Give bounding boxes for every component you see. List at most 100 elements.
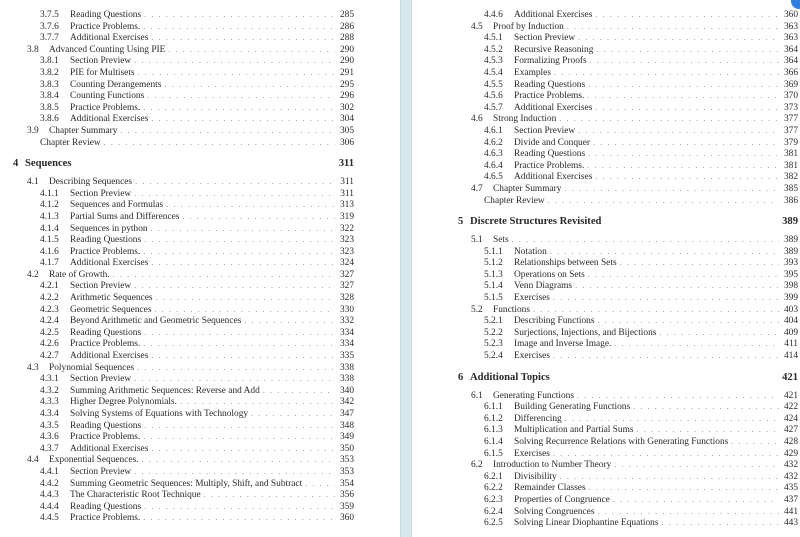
entry-title[interactable]: Practice Problems. xyxy=(514,160,585,171)
entry-page-number[interactable]: 428 xyxy=(783,437,798,447)
toc-entry[interactable]: 4.2.4 Beyond Arithmetic and Geometric Seq… xyxy=(0,315,354,327)
entry-page-number[interactable]: 340 xyxy=(339,385,354,396)
toc-entry[interactable]: 4.1.1 Section Preview 311 xyxy=(0,188,354,200)
toc-section[interactable]: 4.7 Chapter Summary 385 xyxy=(412,183,798,195)
entry-page-number[interactable]: 291 xyxy=(339,67,354,78)
toc-entry[interactable]: 4.5.3 Formalizing Proofs 364 xyxy=(412,55,798,67)
entry-page-number[interactable]: 306 xyxy=(339,137,354,148)
entry-title[interactable]: Section Preview xyxy=(70,56,132,67)
entry-page-number[interactable]: 389 xyxy=(782,216,798,228)
toc-entry[interactable]: 6.1.2 Differencing 424 xyxy=(412,413,798,425)
entry-page-number[interactable]: 421 xyxy=(783,390,798,401)
toc-entry[interactable]: 4.6.4 Practice Problems. 381 xyxy=(412,160,798,172)
entry-page-number[interactable]: 330 xyxy=(339,304,354,315)
toc-section[interactable]: 5.2 Functions 403 xyxy=(412,304,798,316)
toc-entry[interactable]: 4.2.3 Geometric Sequences 330 xyxy=(0,304,354,316)
toc-entry[interactable]: 4.5.4 Examples 366 xyxy=(412,67,798,79)
entry-page-number[interactable]: 432 xyxy=(783,460,798,471)
entry-page-number[interactable]: 350 xyxy=(339,443,354,454)
entry-page-number[interactable]: 360 xyxy=(783,10,798,20)
entry-title[interactable]: Recursive Reasoning xyxy=(514,44,594,55)
entry-page-number[interactable]: 338 xyxy=(339,374,354,385)
entry-page-number[interactable]: 393 xyxy=(783,258,798,269)
entry-title[interactable]: Chapter Review xyxy=(484,195,545,206)
entry-title[interactable]: Chapter Summary xyxy=(493,183,562,194)
entry-title[interactable]: Building Generating Functions xyxy=(514,402,631,413)
entry-title[interactable]: Polynomial Sequences xyxy=(49,362,135,373)
entry-page-number[interactable]: 389 xyxy=(783,246,798,257)
toc-entry[interactable]: 4.3.1 Section Preview 338 xyxy=(0,373,354,385)
entry-page-number[interactable]: 304 xyxy=(339,114,354,125)
entry-title[interactable]: Reading Questions xyxy=(70,235,142,246)
toc-entry[interactable]: 4.1.6 Practice Problems. 323 xyxy=(0,246,354,258)
entry-title[interactable]: Practice Problems. xyxy=(514,91,585,102)
toc-entry[interactable]: 4.6.5 Additional Exercises 382 xyxy=(412,171,798,183)
entry-title[interactable]: Sequences in python xyxy=(70,223,148,234)
entry-title[interactable]: Sets xyxy=(493,235,509,246)
toc-entry[interactable]: 3.8.4 Counting Functions 296 xyxy=(0,90,354,102)
entry-page-number[interactable]: 323 xyxy=(339,246,354,257)
entry-page-number[interactable]: 379 xyxy=(783,137,798,148)
entry-page-number[interactable]: 360 xyxy=(339,513,354,524)
toc-entry[interactable]: 4.4.6 Additional Exercises 360 xyxy=(412,9,798,21)
entry-page-number[interactable]: 364 xyxy=(783,44,798,55)
entry-title[interactable]: Section Preview xyxy=(70,374,132,385)
entry-page-number[interactable]: 311 xyxy=(338,158,354,170)
toc-entry[interactable]: 6.2.2 Remainder Classes 435 xyxy=(412,482,798,494)
entry-title[interactable]: Surjections, Injections, and Bijections xyxy=(514,327,657,338)
entry-title[interactable]: Additional Exercises xyxy=(70,33,149,44)
entry-title[interactable]: Formalizing Proofs xyxy=(514,56,587,67)
entry-page-number[interactable]: 302 xyxy=(339,102,354,113)
entry-page-number[interactable]: 328 xyxy=(339,293,354,304)
toc-entry[interactable]: 5.1.4 Venn Diagrams 398 xyxy=(412,280,798,292)
toc-section[interactable]: 4.1 Describing Sequences 311 xyxy=(0,176,354,188)
toc-entry[interactable]: 4.2.2 Arithmetic Sequences 328 xyxy=(0,292,354,304)
entry-title[interactable]: Describing Functions xyxy=(514,316,595,327)
entry-title[interactable]: Operations on Sets xyxy=(514,269,585,280)
entry-title[interactable]: Arithmetic Sequences xyxy=(70,293,153,304)
entry-title[interactable]: Advanced Counting Using PIE xyxy=(49,44,166,55)
entry-page-number[interactable]: 363 xyxy=(783,21,798,32)
entry-title[interactable]: Additional Topics xyxy=(470,371,550,383)
entry-title[interactable]: Examples xyxy=(514,67,551,78)
entry-title[interactable]: Relationships between Sets xyxy=(514,258,617,269)
entry-page-number[interactable]: 356 xyxy=(339,490,354,501)
entry-title[interactable]: Reading Questions xyxy=(70,501,142,512)
toc-entry[interactable]: Chapter Review 306 xyxy=(0,137,354,149)
entry-title[interactable]: PIE for Multisets xyxy=(70,67,135,78)
entry-title[interactable]: Practice Problems. xyxy=(70,246,141,257)
toc-entry[interactable]: 4.2.7 Additional Exercises 335 xyxy=(0,350,354,362)
entry-page-number[interactable]: 424 xyxy=(783,413,798,424)
toc-entry[interactable]: 4.3.5 Reading Questions 348 xyxy=(0,420,354,432)
entry-page-number[interactable]: 403 xyxy=(783,304,798,315)
entry-title[interactable]: Introduction to Number Theory xyxy=(493,460,612,471)
entry-page-number[interactable]: 296 xyxy=(339,91,354,102)
entry-title[interactable]: Solving Systems of Equations with Techno… xyxy=(70,409,249,419)
entry-page-number[interactable]: 335 xyxy=(339,351,354,362)
toc-entry[interactable]: 4.4.4 Reading Questions 359 xyxy=(0,501,354,513)
entry-title[interactable]: Practice Problems. xyxy=(70,102,141,113)
entry-page-number[interactable]: 422 xyxy=(783,402,798,413)
toc-entry[interactable]: 4.2.1 Section Preview 327 xyxy=(0,280,354,292)
toc-entry[interactable]: 6.2.3 Properties of Congruence 437 xyxy=(412,494,798,506)
toc-entry[interactable]: 3.7.5 Reading Questions 285 xyxy=(0,9,354,21)
toc-entry[interactable]: 4.2.6 Practice Problems. 334 xyxy=(0,338,354,350)
entry-title[interactable]: Generating Functions xyxy=(493,390,574,401)
entry-page-number[interactable]: 373 xyxy=(783,102,798,113)
toc-entry[interactable]: 4.5.7 Additional Exercises 373 xyxy=(412,102,798,114)
toc-entry[interactable]: 5.2.1 Describing Functions 404 xyxy=(412,315,798,327)
entry-title[interactable]: Properties of Congruence xyxy=(514,494,610,505)
entry-title[interactable]: Differencing xyxy=(514,413,562,424)
toc-entry[interactable]: 6.2.4 Solving Congruences 441 xyxy=(412,506,798,518)
entry-page-number[interactable]: 323 xyxy=(339,235,354,246)
toc-entry[interactable]: 4.6.2 Divide and Conquer 379 xyxy=(412,137,798,149)
toc-entry[interactable]: 4.1.4 Sequences in python 322 xyxy=(0,223,354,235)
entry-title[interactable]: Remainder Classes xyxy=(514,483,586,494)
entry-title[interactable]: Solving Congruences xyxy=(514,506,595,517)
entry-title[interactable]: Discrete Structures Revisited xyxy=(470,216,602,228)
entry-title[interactable]: Notation xyxy=(514,246,547,257)
entry-page-number[interactable]: 354 xyxy=(339,478,354,489)
entry-page-number[interactable]: 377 xyxy=(783,125,798,136)
toc-entry[interactable]: 3.8.5 Practice Problems. 302 xyxy=(0,102,354,114)
entry-title[interactable]: Reading Questions xyxy=(70,10,142,20)
